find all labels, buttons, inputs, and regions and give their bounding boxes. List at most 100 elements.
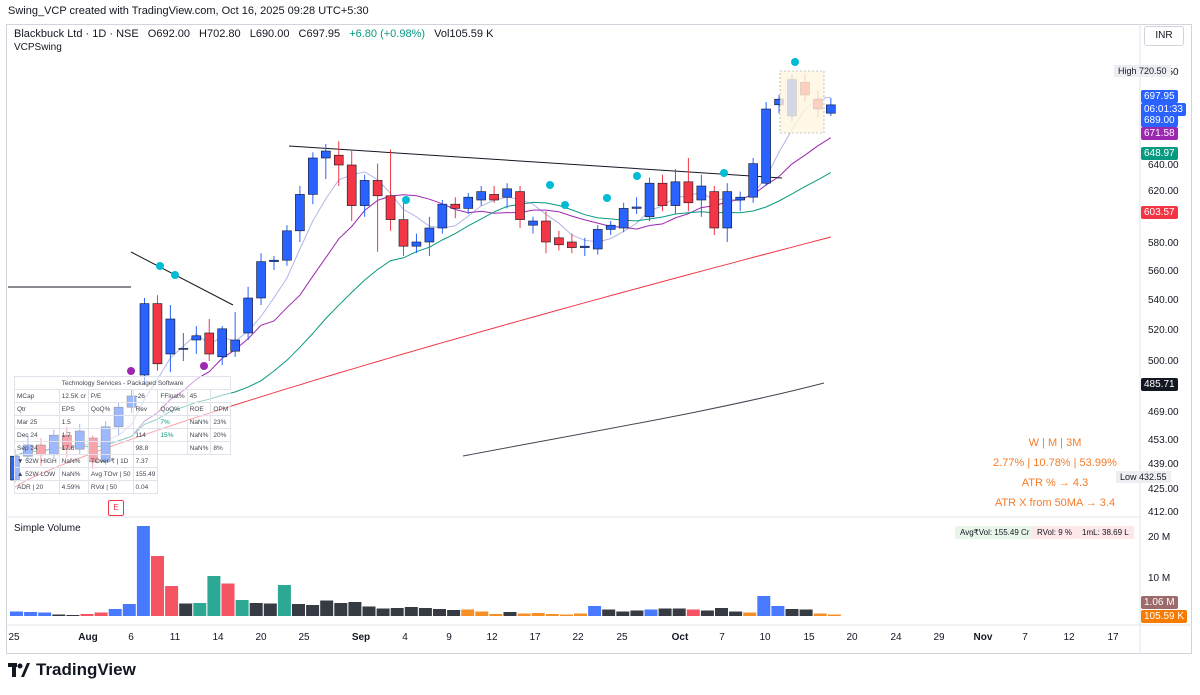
volume-bar bbox=[785, 609, 799, 616]
fundamentals-cell: Avg TOvr | 50 bbox=[87, 467, 134, 481]
volume-bar bbox=[658, 608, 672, 616]
volume-bar bbox=[644, 609, 658, 616]
volume-bar bbox=[686, 609, 700, 616]
indicator-name[interactable]: VCPSwing bbox=[14, 42, 62, 53]
time-axis-label: 15 bbox=[803, 632, 815, 643]
candle-body bbox=[152, 303, 163, 365]
currency-button[interactable]: INR bbox=[1144, 26, 1184, 46]
fundamentals-cell: 12.5K cr bbox=[58, 389, 89, 403]
fundamentals-cell: 0.04 bbox=[132, 480, 159, 494]
fundamentals-cell: 7% bbox=[157, 415, 188, 429]
volume-bar bbox=[559, 614, 573, 616]
fundamentals-cell bbox=[87, 428, 134, 442]
candle-body bbox=[424, 227, 435, 243]
fundamentals-cell bbox=[87, 415, 134, 429]
candle-body bbox=[618, 208, 629, 229]
ma200-line bbox=[462, 382, 825, 457]
signal-dot bbox=[402, 196, 410, 204]
header-credit: Swing_VCP created with TradingView.com, … bbox=[8, 5, 369, 17]
candle-body bbox=[541, 220, 551, 243]
candle-body bbox=[554, 237, 564, 246]
volume-bar bbox=[813, 613, 827, 616]
candle-body bbox=[657, 182, 668, 206]
tradingview-logo-icon bbox=[8, 663, 30, 677]
volume-bar bbox=[630, 610, 644, 616]
candle-body bbox=[748, 163, 758, 198]
volume-bar bbox=[757, 596, 771, 616]
signal-dot-purple bbox=[127, 367, 135, 375]
volume-axis-tag: 105.59 K bbox=[1141, 610, 1188, 623]
volume-bar bbox=[207, 576, 221, 616]
fundamentals-cell: 4.59% bbox=[58, 480, 89, 494]
time-axis-label: 29 bbox=[933, 632, 945, 643]
fundamentals-cell: 15% bbox=[157, 428, 188, 442]
fundamentals-cell: NaN% bbox=[186, 441, 212, 455]
candle-body bbox=[826, 104, 836, 114]
time-axis-label: Nov bbox=[974, 632, 993, 643]
candle-body bbox=[696, 185, 707, 201]
high-marker: High 720.50 bbox=[1114, 65, 1171, 77]
candle-body bbox=[269, 259, 279, 262]
fundamentals-cell: 1.5 bbox=[58, 415, 89, 429]
fundamentals-cell: 155.49 bbox=[132, 467, 159, 481]
fundamentals-cell: NaN% bbox=[186, 415, 212, 429]
volume-bar bbox=[306, 605, 320, 616]
time-axis-label: 17 bbox=[529, 632, 541, 643]
fundamentals-cell: 1.7 bbox=[58, 428, 89, 442]
volume-axis-tag: 1.06 M bbox=[1141, 596, 1178, 609]
volume-bar bbox=[404, 607, 418, 616]
fundamentals-cell bbox=[157, 441, 188, 455]
volume-bar bbox=[729, 611, 743, 616]
resistance-line bbox=[288, 145, 783, 179]
volume-bar bbox=[799, 609, 813, 616]
volume-bar bbox=[80, 614, 94, 616]
price-axis-tick: 412.00 bbox=[1148, 507, 1179, 518]
candle-body bbox=[372, 180, 383, 197]
fundamentals-row: Mar 25 1.5 7% NaN% 23% bbox=[14, 415, 232, 429]
volume-bar bbox=[362, 606, 376, 616]
one-month-low-badge: 1mL: 38.69 L bbox=[1077, 526, 1134, 539]
fundamentals-cell: Qtr bbox=[14, 402, 60, 416]
volume-bar bbox=[320, 600, 334, 616]
price-axis-tick: 620.00 bbox=[1148, 186, 1179, 197]
volume-bar bbox=[235, 600, 249, 616]
volume-axis-tick: 20 M bbox=[1148, 532, 1170, 543]
volume-bar bbox=[179, 603, 193, 616]
price-axis-tick: 520.00 bbox=[1148, 325, 1179, 336]
price-axis-tag: 603.57 bbox=[1141, 206, 1178, 219]
volume-bar bbox=[461, 609, 475, 616]
price-axis-tag: 671.58 bbox=[1141, 127, 1178, 140]
ohlc-close: C697.95 bbox=[298, 28, 341, 40]
tradingview-wordmark: TradingView bbox=[36, 660, 136, 679]
fundamentals-cell: ▼ 52W HIGH bbox=[14, 454, 60, 468]
volume-bar bbox=[94, 612, 108, 616]
volume-bar bbox=[503, 612, 517, 616]
time-axis-label: 20 bbox=[846, 632, 858, 643]
ohlc-high: H702.80 bbox=[199, 28, 241, 40]
price-axis-tick: 453.00 bbox=[1148, 435, 1179, 446]
signal-dot bbox=[720, 169, 728, 177]
volume-pane-title: Simple Volume bbox=[14, 523, 81, 534]
fundamentals-row: ▲ 52W LOW NaN% Avg TOvr | 50 155.49 bbox=[14, 467, 231, 481]
candle-body bbox=[437, 203, 448, 229]
signal-dot bbox=[546, 181, 554, 189]
fundamentals-cell: Mar 25 bbox=[14, 415, 60, 429]
volume-bar bbox=[433, 609, 446, 616]
fundamentals-cell bbox=[132, 415, 159, 429]
volume-bar bbox=[52, 614, 66, 616]
volume-bar bbox=[334, 603, 348, 616]
ohlc-open: O692.00 bbox=[147, 28, 190, 40]
time-axis-label: 10 bbox=[759, 632, 771, 643]
fundamentals-cell: 17.6 bbox=[58, 441, 89, 455]
fundamentals-cell: RVol | 50 bbox=[87, 480, 134, 494]
volume-bar bbox=[588, 606, 602, 616]
volume-bar bbox=[277, 585, 291, 616]
time-axis-label: 6 bbox=[128, 632, 134, 643]
volume-bar bbox=[616, 611, 630, 616]
earnings-marker[interactable]: E bbox=[108, 500, 124, 516]
symbol-legend[interactable]: Blackbuck Ltd · 1D · NSE O692.00 H702.80… bbox=[14, 28, 499, 40]
candle-body bbox=[230, 339, 240, 352]
fundamentals-cell: 7.37 bbox=[132, 454, 159, 468]
volume-bar bbox=[221, 583, 235, 616]
